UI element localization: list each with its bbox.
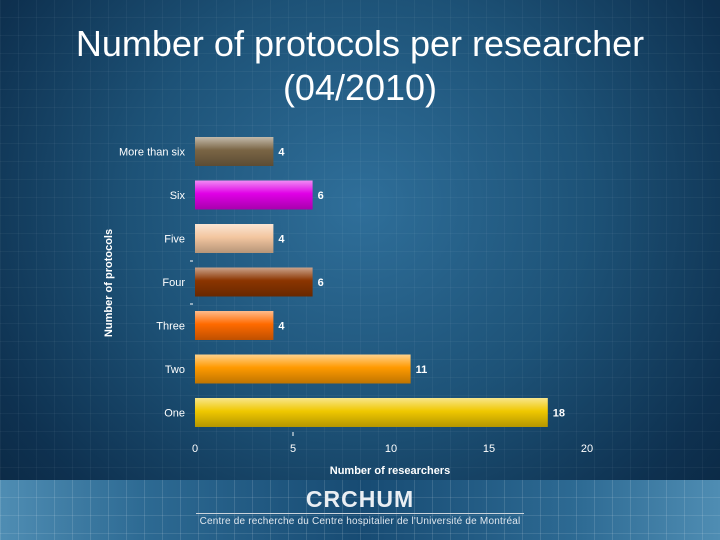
data-label: 6 — [318, 277, 324, 289]
y-tick-label: Five — [164, 234, 185, 246]
y-tick-label: Three — [156, 321, 185, 333]
slide-title-line-2: (04/2010) — [282, 67, 438, 108]
y-tick-label: Two — [165, 364, 185, 376]
footer-pattern — [0, 480, 720, 540]
y-tick-label: Six — [170, 190, 186, 202]
bar-chart: More than six 4 Six 6 Five 4 Four 6 Three 4 Two 11 O… — [103, 137, 593, 477]
data-label: 4 — [278, 321, 285, 333]
y-tick-label: More than six — [119, 147, 186, 159]
logo-subtitle: Centre de recherche du Centre hospitalie… — [199, 516, 521, 527]
bar-more-than-six — [195, 137, 274, 166]
y-tick-label: One — [164, 408, 185, 420]
slide-title-line-1: Number of protocols per researcher — [75, 23, 645, 64]
logo-divider — [196, 513, 524, 514]
y-axis-label: Number of protocols — [103, 229, 115, 337]
bar-two — [195, 354, 411, 384]
x-axis-label: Number of researchers — [330, 465, 450, 477]
x-tick-label: 5 — [290, 443, 296, 455]
bar-three — [195, 311, 274, 340]
footer-banner: CRCHUM Centre de recherche du Centre hos… — [0, 480, 720, 540]
crchum-logo: CRCHUM — [305, 486, 415, 512]
x-tick-label: 15 — [483, 443, 495, 455]
x-tick-label: 20 — [581, 443, 593, 455]
x-tick-label: 10 — [385, 443, 397, 455]
bar-six — [195, 180, 313, 210]
y-tick-label: Four — [162, 277, 185, 289]
data-label: 18 — [553, 408, 565, 420]
bar-five — [195, 224, 274, 253]
x-tick-label: 0 — [192, 443, 198, 455]
bar-four — [195, 267, 313, 297]
slide-title: Number of protocols per researcher (04/2… — [0, 22, 720, 110]
data-label: 6 — [318, 190, 324, 202]
data-label: 11 — [416, 364, 428, 376]
bar-one — [195, 398, 548, 427]
data-label: 4 — [278, 234, 285, 246]
data-label: 4 — [278, 147, 285, 159]
